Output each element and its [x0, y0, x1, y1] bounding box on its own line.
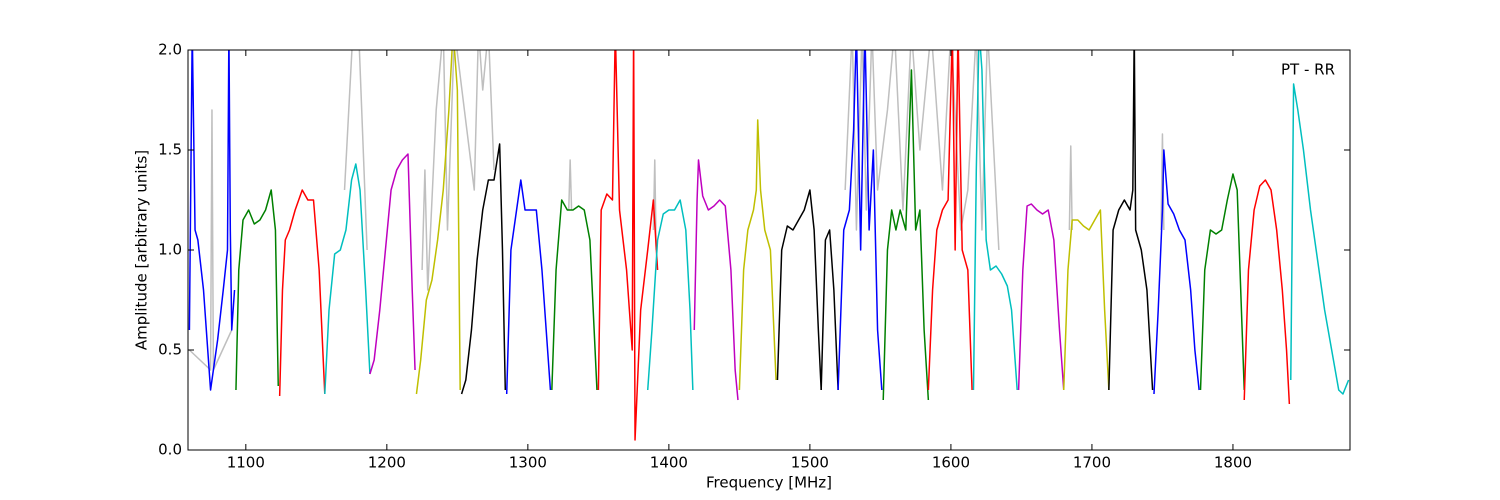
- plot-lines: [188, 50, 1350, 441]
- series-line: [235, 189, 279, 391]
- x-tick-label: 1400: [650, 454, 688, 472]
- series-line: [415, 50, 461, 395]
- series-line: [188, 50, 236, 391]
- x-tick-label: 1500: [791, 454, 829, 472]
- series-line: [1290, 83, 1350, 395]
- series-line: [369, 153, 416, 375]
- series-line: [738, 119, 777, 391]
- series-line: [693, 159, 739, 401]
- y-tick-label: 0.5: [158, 341, 182, 359]
- x-tick-label: 1700: [1073, 454, 1111, 472]
- x-tick-label: 1300: [509, 454, 547, 472]
- series-line: [646, 199, 694, 391]
- x-tick-label: 1100: [227, 454, 265, 472]
- series-line: [568, 159, 573, 211]
- series-line: [1108, 50, 1154, 391]
- series-line: [421, 50, 495, 291]
- series-line: [597, 50, 659, 441]
- series-line: [1017, 203, 1065, 391]
- series-line: [188, 109, 233, 371]
- y-tick-label: 0.0: [158, 441, 182, 459]
- y-axis-label: Amplitude [arbitrary units]: [133, 150, 151, 350]
- y-tick-label: 2.0: [158, 41, 182, 59]
- x-tick-label: 1200: [368, 454, 406, 472]
- series-line: [837, 50, 883, 391]
- x-tick-label: 1800: [1214, 454, 1252, 472]
- series-line: [820, 229, 839, 391]
- series-line: [882, 69, 930, 401]
- x-tick-label: 1600: [932, 454, 970, 472]
- y-tick-label: 1.5: [158, 141, 182, 159]
- series-line: [1068, 145, 1073, 231]
- series-line: [927, 50, 973, 391]
- series-line: [972, 50, 1018, 391]
- series-line: [460, 143, 507, 395]
- series-line: [1243, 179, 1291, 405]
- series-line: [324, 163, 371, 395]
- series-line: [551, 199, 598, 391]
- y-tick-label: 1.0: [158, 241, 182, 259]
- series-line: [343, 50, 368, 251]
- series-line: [505, 179, 552, 395]
- series-line: [1153, 149, 1200, 395]
- series-line: [1199, 173, 1245, 391]
- x-axis-label: Frequency [MHz]: [706, 474, 832, 492]
- series-line: [776, 189, 822, 391]
- series-line: [1062, 209, 1110, 391]
- annotation: PT - RR: [1281, 61, 1335, 79]
- series-line: [278, 189, 326, 397]
